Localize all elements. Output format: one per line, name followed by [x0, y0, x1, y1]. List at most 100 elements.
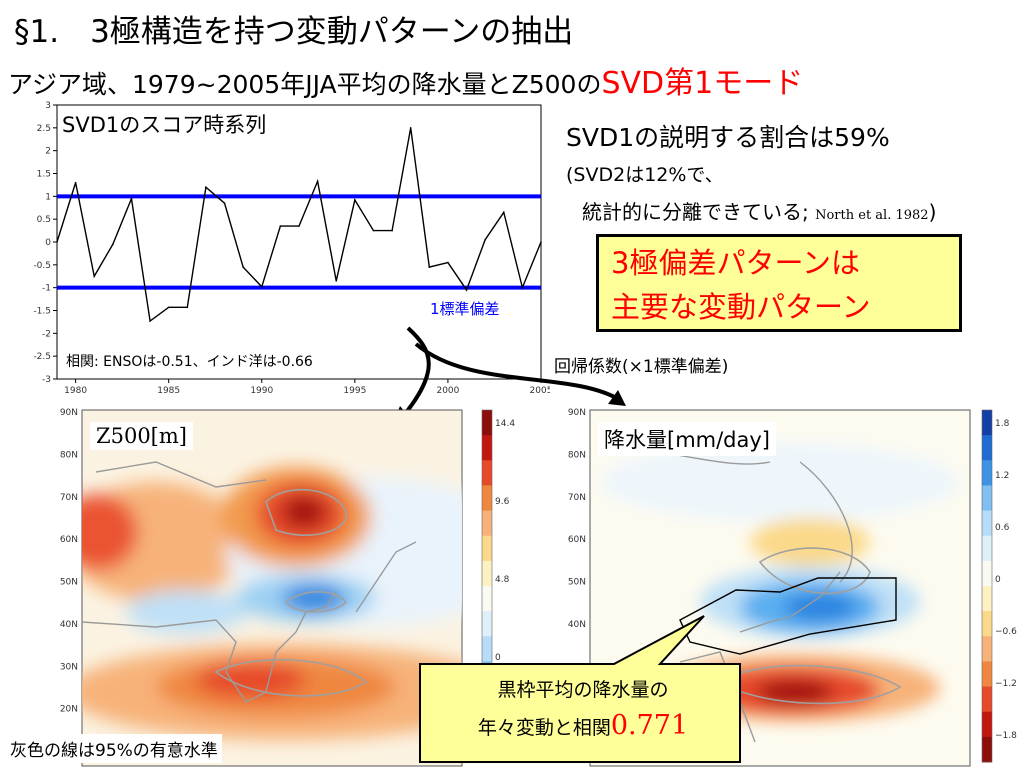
colorbar-segment [982, 485, 992, 512]
colorbar-tick-label: 0 [495, 653, 501, 663]
conclusion-box: 3極偏差パターンは 主要な変動パターン [596, 234, 962, 332]
map-lat-label: 50N [60, 578, 78, 588]
map-lat-label: 80N [568, 450, 586, 460]
ts-ytick-label: 0 [45, 238, 51, 248]
map-lat-label: 40N [568, 620, 586, 630]
ts-point [93, 275, 96, 278]
colorbar-segment [982, 560, 992, 587]
map-lat-label: 60N [568, 535, 586, 545]
ts-ytick-label: -2.5 [33, 352, 51, 362]
colorbar-segment [982, 435, 992, 461]
subtitle-emphasis: SVD第1モード [601, 66, 804, 101]
ts-point [391, 229, 393, 232]
ts-point [56, 241, 58, 243]
colorbar-segment [982, 460, 992, 486]
colorbar-segment [482, 460, 492, 486]
colorbar-tick-label: 0.6 [995, 523, 1010, 533]
ts-point [316, 180, 319, 183]
colorbar-segment [482, 560, 492, 587]
z500-significance-contour [214, 488, 368, 697]
colorbar-segment [982, 611, 992, 637]
ts-xtick-label: 2000 [436, 386, 459, 396]
map-lat-label: 90N [568, 408, 586, 418]
colorbar-segment [482, 586, 492, 612]
ts-point [74, 181, 77, 184]
colorbar-segment [482, 485, 492, 512]
ts-ytick-label: -3 [42, 375, 51, 385]
ts-point [298, 225, 300, 227]
callout-line2: 年々変動と相関0.771 [428, 708, 738, 746]
map-lat-label: 60N [60, 535, 78, 545]
arrow-to-precip [414, 342, 622, 402]
ts-xtick-label: 1985 [157, 386, 180, 396]
colorbar-segment [482, 510, 492, 537]
precip-colorbar: 1.8 1.2 0.6 0 −0.6 −1.2 −1.8 [981, 409, 1017, 763]
ts-ytick-label: 2 [45, 147, 51, 157]
svd2-text-line1: (SVD2は12%で、 [566, 164, 724, 186]
ts-correlation-annotation: 相関: ENSOは-0.51、インド洋は-0.66 [66, 354, 313, 370]
ts-point [112, 243, 114, 246]
callout-line2-prefix: 年々変動と相関 [477, 717, 611, 739]
ts-point [242, 266, 244, 268]
arrow-head-right [608, 390, 626, 406]
map-lat-label: 30N [60, 662, 78, 672]
ts-point [521, 286, 524, 289]
colorbar-segment [482, 410, 492, 436]
ts-points [56, 127, 542, 322]
z500-regression-map: 90N80N70N60N50N40N30N20N10N 140E160E180 … [60, 408, 517, 767]
map-lat-label: 40N [60, 620, 78, 630]
colorbar-segment [482, 611, 492, 637]
colorbar-tick-label: 1.2 [995, 471, 1009, 481]
ts-xtick-label: 1980 [64, 386, 87, 396]
ts-point [279, 225, 282, 227]
precip-panel-label: 降水量[mm/day] [598, 422, 777, 456]
map-lat-label: 80N [60, 450, 78, 460]
ts-point [167, 306, 170, 309]
citation-text: North et al. 1982 [815, 208, 929, 223]
colorbar-segment [982, 410, 992, 436]
ts-point [484, 238, 486, 241]
ts-ytick-label: 0.5 [37, 215, 51, 225]
ts-point [502, 211, 505, 214]
svd2-text-line2: 統計的に分離できている; North et al. 1982) [582, 196, 936, 225]
slide-subtitle: アジア域、1979~2005年JJA平均の降水量とZ500のSVD第1モード [8, 58, 803, 102]
colorbar-tick-label: 9.6 [495, 497, 510, 507]
colorbar-segment [482, 535, 492, 562]
ts-point [428, 266, 431, 268]
ts-xtick-label: 1990 [250, 386, 273, 396]
z500-shading [82, 461, 462, 740]
z500-panel-label: Z500[m] [90, 422, 193, 450]
colorbar-segment [982, 686, 992, 713]
map-lat-label: 90N [60, 408, 78, 418]
subtitle-prefix: アジア域、1979~2005年JJA平均の降水量とZ500の [8, 70, 602, 99]
explained-variance-text: SVD1の説明する割合は59% [566, 123, 890, 152]
ts-point [149, 320, 151, 322]
callout-line1: 黒枠平均の降水量の [497, 679, 669, 701]
colorbar-segment [982, 661, 992, 688]
ts-point [465, 289, 468, 291]
ts-y-axis: 3 2.5 2 1.5 1 0.5 0 -0.5 -1 -1.5 -2 -2.5 -3 [33, 101, 57, 385]
colorbar-segment [982, 636, 992, 662]
colorbar-segment [982, 510, 992, 537]
ts-ytick-label: 3 [45, 101, 51, 111]
ts-point [447, 261, 449, 264]
colorbar-segment [482, 435, 492, 461]
ts-ytick-label: -1.5 [33, 307, 51, 317]
ts-reference-label: 1標準偏差 [430, 300, 500, 318]
ts-point [186, 306, 189, 309]
colorbar-tick-label: −0.6 [995, 627, 1017, 637]
ts-point [372, 229, 375, 232]
ts-xtick-label: 2005 [530, 386, 550, 396]
precip-averaging-box [679, 577, 897, 655]
ts-point [260, 285, 263, 288]
map-lat-label: 20N [60, 705, 78, 715]
callout-shape [419, 615, 741, 763]
slide-title: §1. 3極構造を持つ変動パターンの抽出 [14, 14, 574, 50]
z500-lat-axis: 90N80N70N60N50N40N30N20N10N [60, 408, 78, 757]
colorbar-tick-label: 0 [995, 575, 1001, 585]
conclusion-line2: 主要な変動パターン [611, 290, 871, 324]
conclusion-line1: 3極偏差パターンは [611, 246, 861, 280]
colorbar-frame [981, 409, 993, 763]
ts-ytick-label: 2.5 [37, 124, 51, 134]
map-lat-label: 70N [60, 493, 78, 503]
